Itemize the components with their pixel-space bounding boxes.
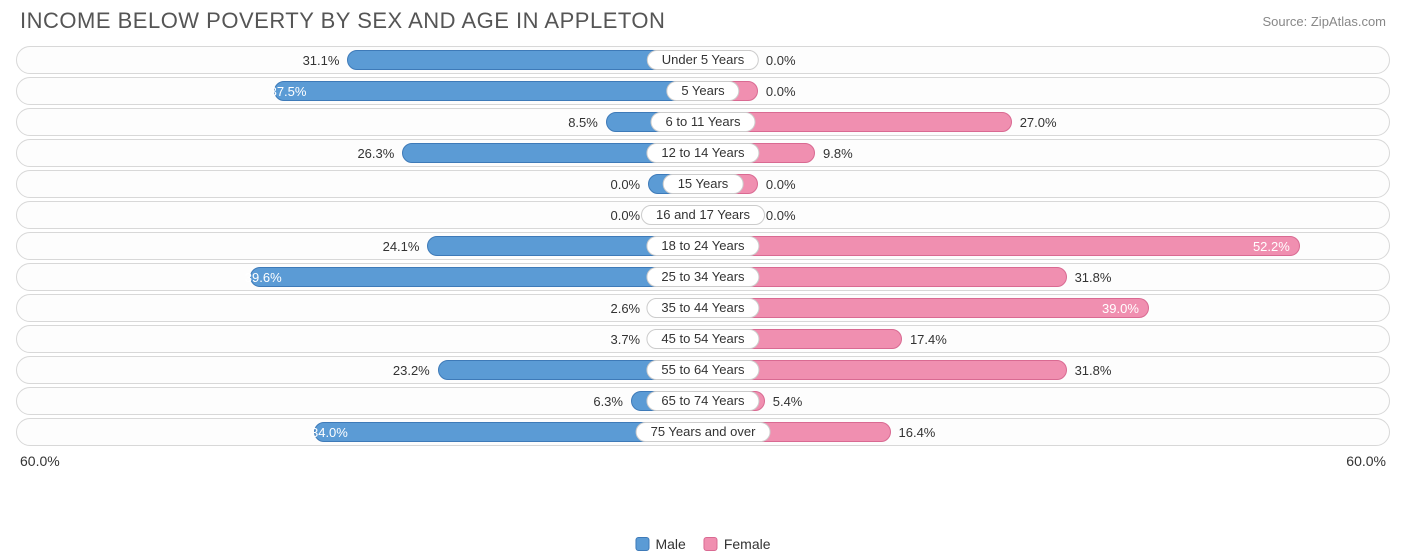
chart-header: INCOME BELOW POVERTY BY SEX AND AGE IN A… xyxy=(0,0,1406,46)
chart-row: 6 to 11 Years 8.5% 27.0% xyxy=(16,108,1390,136)
legend-swatch xyxy=(704,537,718,551)
female-value: 5.4% xyxy=(765,388,803,416)
female-value: 16.4% xyxy=(891,419,936,447)
male-value: 23.2% xyxy=(393,357,438,385)
chart-area: Under 5 Years31.1%0.0%5 Years37.5%0.0%6 … xyxy=(0,46,1406,446)
chart-row: 25 to 34 Years 39.6% 31.8% xyxy=(16,263,1390,291)
female-value: 0.0% xyxy=(758,78,796,106)
male-bar xyxy=(250,267,703,287)
female-value: 0.0% xyxy=(758,47,796,75)
age-label: 6 to 11 Years xyxy=(651,112,756,132)
male-value: 26.3% xyxy=(357,140,402,168)
male-value: 0.0% xyxy=(610,171,648,199)
male-bar xyxy=(274,81,703,101)
chart-row: 15 Years 0.0% 0.0% xyxy=(16,170,1390,198)
legend: Male Female xyxy=(635,536,770,552)
female-value: 31.8% xyxy=(1067,357,1112,385)
male-value: 2.6% xyxy=(610,295,648,323)
male-value: 3.7% xyxy=(610,326,648,354)
age-label: 45 to 54 Years xyxy=(646,329,759,349)
male-value: 34.0% xyxy=(301,419,348,447)
female-value: 17.4% xyxy=(902,326,947,354)
age-label: 25 to 34 Years xyxy=(646,267,759,287)
legend-swatch xyxy=(635,537,649,551)
age-label: 75 Years and over xyxy=(636,422,771,442)
female-value: 52.2% xyxy=(1253,233,1300,261)
male-value: 31.1% xyxy=(303,47,348,75)
male-value: 8.5% xyxy=(568,109,606,137)
female-value: 9.8% xyxy=(815,140,853,168)
age-label: 16 and 17 Years xyxy=(641,205,765,225)
age-label: 5 Years xyxy=(666,81,739,101)
chart-row: 12 to 14 Years 26.3% 9.8% xyxy=(16,139,1390,167)
chart-title: INCOME BELOW POVERTY BY SEX AND AGE IN A… xyxy=(20,8,665,34)
legend-label: Female xyxy=(724,536,771,552)
female-bar xyxy=(703,236,1300,256)
axis-label-right: 60.0% xyxy=(1346,453,1386,469)
age-label: 15 Years xyxy=(663,174,744,194)
axis-label-left: 60.0% xyxy=(20,453,60,469)
chart-row: Under 5 Years 31.1% 0.0% xyxy=(16,46,1390,74)
chart-row: 18 to 24 Years 24.1% 52.2% xyxy=(16,232,1390,260)
age-label: 65 to 74 Years xyxy=(646,391,759,411)
legend-item: Female xyxy=(704,536,771,552)
female-value: 31.8% xyxy=(1067,264,1112,292)
female-bar xyxy=(703,298,1149,318)
chart-row: 16 and 17 Years0.0%0.0% xyxy=(16,201,1390,229)
female-value: 39.0% xyxy=(1102,295,1149,323)
age-label: 35 to 44 Years xyxy=(646,298,759,318)
chart-row: 55 to 64 Years 23.2% 31.8% xyxy=(16,356,1390,384)
chart-row: 5 Years 37.5% 0.0% xyxy=(16,77,1390,105)
age-label: 12 to 14 Years xyxy=(646,143,759,163)
chart-row: 75 Years and over 34.0% 16.4% xyxy=(16,418,1390,446)
male-value: 24.1% xyxy=(383,233,428,261)
female-value: 0.0% xyxy=(758,171,796,199)
x-axis: 60.0% 60.0% xyxy=(0,449,1406,469)
male-value: 6.3% xyxy=(593,388,631,416)
legend-item: Male xyxy=(635,536,685,552)
male-value: 39.6% xyxy=(235,264,282,292)
male-value: 37.5% xyxy=(260,78,307,106)
chart-row: 65 to 74 Years 6.3% 5.4% xyxy=(16,387,1390,415)
legend-label: Male xyxy=(655,536,685,552)
age-label: 18 to 24 Years xyxy=(646,236,759,256)
chart-row: 45 to 54 Years3.7% 17.4% xyxy=(16,325,1390,353)
chart-source: Source: ZipAtlas.com xyxy=(1262,14,1386,29)
female-value: 27.0% xyxy=(1012,109,1057,137)
age-label: Under 5 Years xyxy=(647,50,759,70)
age-label: 55 to 64 Years xyxy=(646,360,759,380)
chart-row: 35 to 44 Years2.6% 39.0% xyxy=(16,294,1390,322)
